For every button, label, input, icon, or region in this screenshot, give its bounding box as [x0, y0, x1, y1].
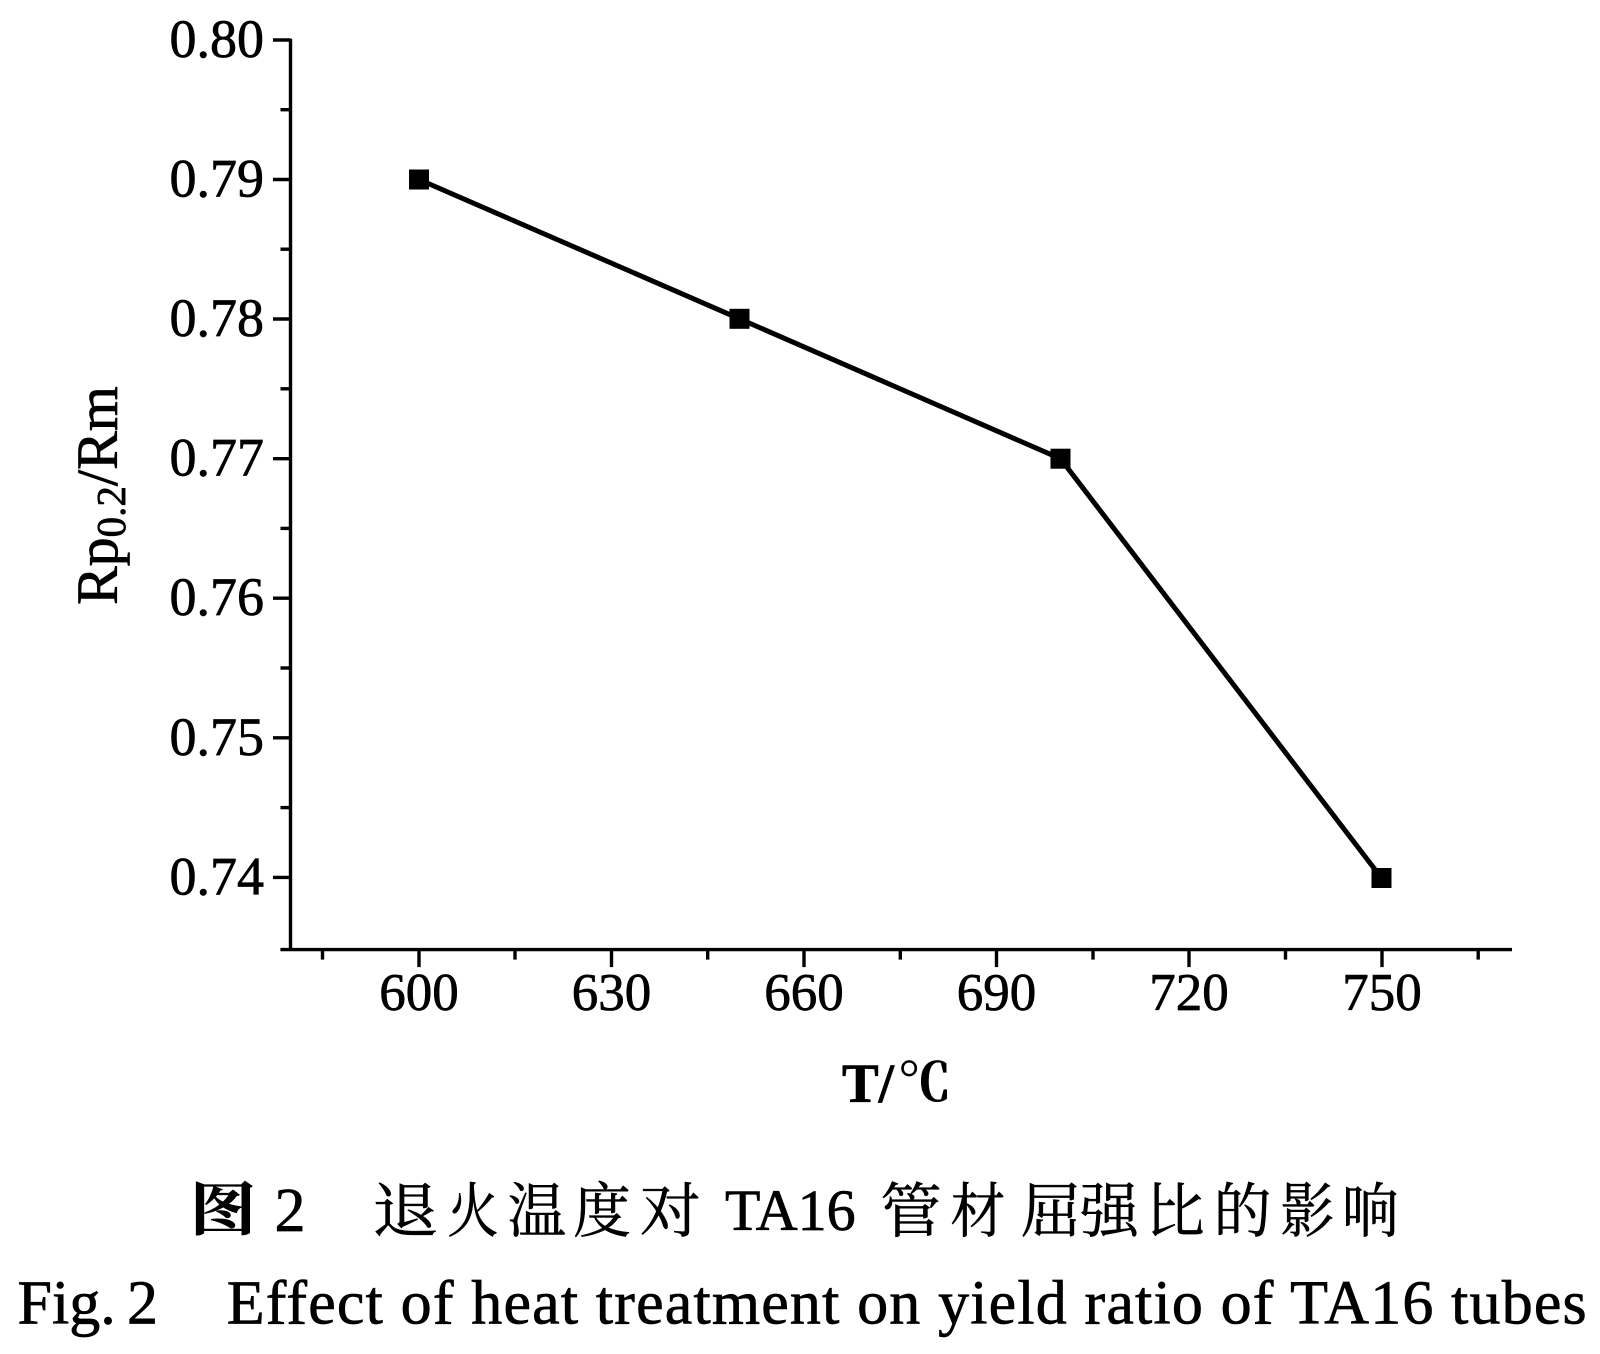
- svg-text:720: 720: [1149, 964, 1229, 1022]
- svg-text:690: 690: [957, 964, 1037, 1022]
- svg-text:0.76: 0.76: [170, 567, 265, 627]
- svg-text:630: 630: [572, 964, 652, 1022]
- svg-text:T/: T/: [842, 1053, 895, 1114]
- svg-text:0.74: 0.74: [170, 846, 265, 906]
- svg-text:660: 660: [764, 964, 844, 1022]
- svg-text:Effect of heat treatment on yi: Effect of heat treatment on yield ratio …: [227, 1270, 1587, 1338]
- svg-text:Rp0.2/Rm: Rp0.2/Rm: [65, 386, 134, 605]
- svg-text:0.80: 0.80: [170, 9, 265, 69]
- svg-text:Fig.: Fig.: [18, 1270, 116, 1338]
- svg-text:0.77: 0.77: [170, 428, 265, 488]
- svg-text:TA16: TA16: [725, 1178, 856, 1243]
- svg-text:750: 750: [1342, 964, 1422, 1022]
- svg-text:0.75: 0.75: [170, 707, 265, 767]
- svg-text:0.78: 0.78: [170, 288, 265, 348]
- svg-text:2: 2: [275, 1177, 306, 1245]
- svg-text:600: 600: [379, 964, 459, 1022]
- svg-text:2: 2: [127, 1270, 158, 1338]
- svg-text:0.79: 0.79: [170, 149, 265, 209]
